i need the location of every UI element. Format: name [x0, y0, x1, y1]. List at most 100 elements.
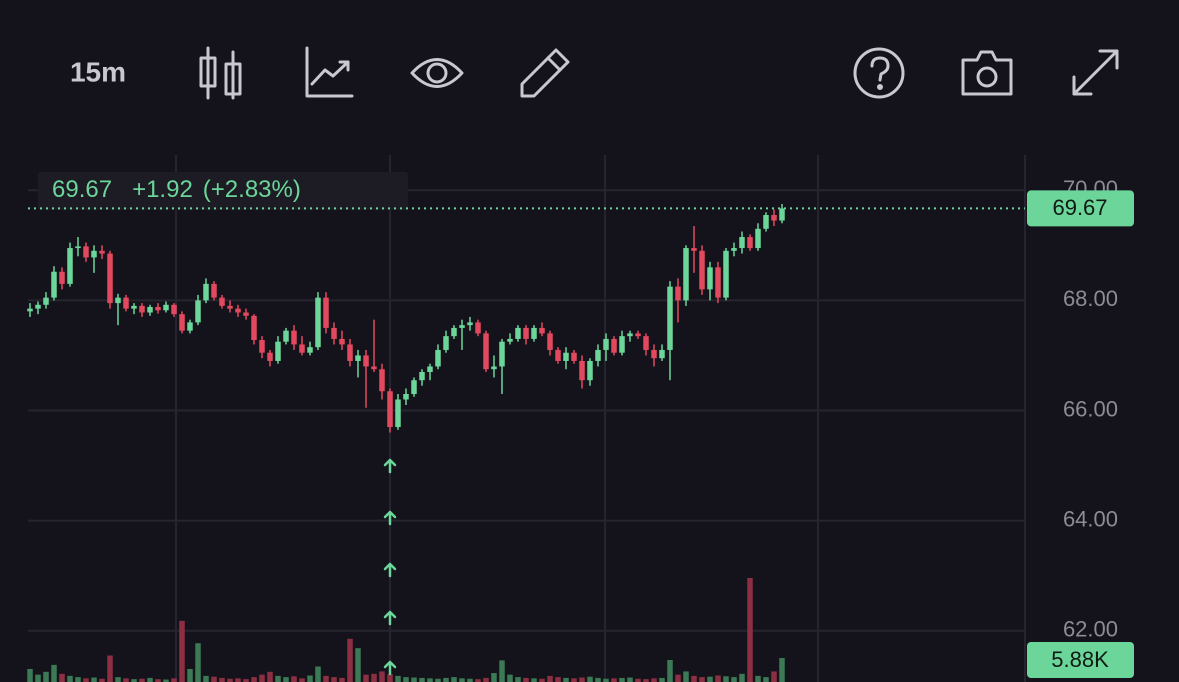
candle-body — [459, 325, 465, 328]
candle-body — [547, 333, 553, 350]
volume-bar — [507, 674, 513, 682]
volume-bar — [707, 676, 713, 682]
volume-bar — [571, 678, 577, 682]
fullscreen-button[interactable] — [1072, 49, 1119, 96]
candle-body — [499, 341, 505, 367]
volume-bar — [651, 678, 657, 682]
candle-body — [707, 267, 713, 290]
volume-bar — [683, 671, 689, 682]
volume-bar — [499, 660, 505, 682]
volume-bar — [315, 666, 321, 682]
last-price-tag — [1027, 190, 1134, 227]
last-price: 69.67 — [52, 176, 112, 203]
volume-bar — [259, 674, 265, 682]
candle-body — [387, 391, 393, 428]
volume-bar — [699, 677, 705, 682]
visibility-button[interactable] — [410, 58, 464, 88]
volume-bar — [331, 677, 337, 682]
help-button[interactable] — [853, 47, 905, 99]
y-tick-label: 68.00 — [1063, 286, 1118, 311]
volume-bar — [403, 677, 409, 682]
volume-bar — [195, 643, 201, 682]
volume-bar — [667, 659, 673, 682]
volume-bar — [91, 677, 97, 682]
candle-body — [587, 360, 593, 381]
candle-body — [667, 286, 673, 350]
signal-arrows — [383, 458, 397, 676]
candle-body — [563, 352, 569, 361]
candle-body — [635, 333, 641, 337]
volume-bar — [347, 638, 353, 682]
volume-bar — [675, 674, 681, 682]
candle-body — [283, 330, 289, 342]
volume-bar — [467, 678, 473, 682]
indicators-button[interactable] — [305, 46, 354, 98]
volume-bar — [739, 673, 745, 682]
volume-bar — [587, 676, 593, 682]
volume-bar — [251, 677, 257, 682]
candle-layer — [27, 204, 785, 433]
volume-bar — [371, 673, 377, 682]
candle-body — [59, 271, 65, 284]
volume-bar — [483, 677, 489, 682]
candle-body — [515, 327, 521, 339]
candle-body — [211, 283, 217, 298]
volume-bar — [179, 620, 185, 682]
volume-bar — [139, 678, 145, 682]
volume-bar — [307, 675, 313, 682]
candle-body — [643, 336, 649, 350]
volume-bar — [731, 677, 737, 682]
candle-body — [723, 250, 729, 298]
interval-button[interactable]: 15m — [70, 56, 126, 87]
candle-body — [731, 248, 737, 251]
volume-bar — [83, 678, 89, 682]
price-change-pct: (+2.83%) — [203, 176, 301, 203]
y-tick-label: 62.00 — [1063, 617, 1118, 642]
volume-bar — [51, 664, 57, 682]
candle-body — [75, 246, 81, 249]
candle-body — [611, 338, 617, 353]
volume-bar — [115, 677, 121, 682]
volume-bar — [27, 668, 33, 682]
candle-body — [123, 297, 129, 309]
candle-body — [675, 286, 681, 301]
volume-bar — [147, 677, 153, 682]
candle-body — [163, 304, 169, 311]
volume-bar — [291, 676, 297, 682]
candle-body — [443, 336, 449, 350]
candle-body — [291, 330, 297, 345]
candle-body — [403, 393, 409, 400]
volume-tag-label: 5.88K — [1051, 647, 1109, 672]
candle-type-button[interactable] — [199, 46, 242, 100]
volume-bar — [515, 677, 521, 682]
candle-body — [531, 327, 537, 339]
candle-body — [779, 208, 785, 221]
candle-body — [771, 215, 777, 221]
candle-body — [99, 250, 105, 254]
candle-body — [171, 304, 177, 315]
volume-bar — [131, 679, 137, 682]
candle-body — [243, 312, 249, 316]
candle-body — [691, 248, 697, 251]
volume-bar — [459, 678, 465, 682]
candle-body — [619, 336, 625, 353]
volume-bar — [635, 678, 641, 682]
volume-bar — [219, 677, 225, 682]
y-tick-label: 64.00 — [1063, 506, 1118, 531]
volume-bar — [99, 678, 105, 682]
volume-bar — [339, 677, 345, 682]
candle-body — [195, 300, 201, 323]
volume-bar — [155, 679, 161, 682]
candle-body — [603, 338, 609, 350]
candle-body — [419, 371, 425, 381]
volume-bar — [595, 677, 601, 682]
screenshot-button[interactable] — [961, 50, 1013, 96]
draw-button[interactable] — [520, 48, 570, 98]
volume-bar — [419, 677, 425, 682]
candle-body — [555, 349, 561, 361]
candle-body — [739, 237, 745, 249]
y-tick-label: 66.00 — [1063, 396, 1118, 421]
volume-bar — [779, 658, 785, 682]
volume-bar — [763, 677, 769, 682]
